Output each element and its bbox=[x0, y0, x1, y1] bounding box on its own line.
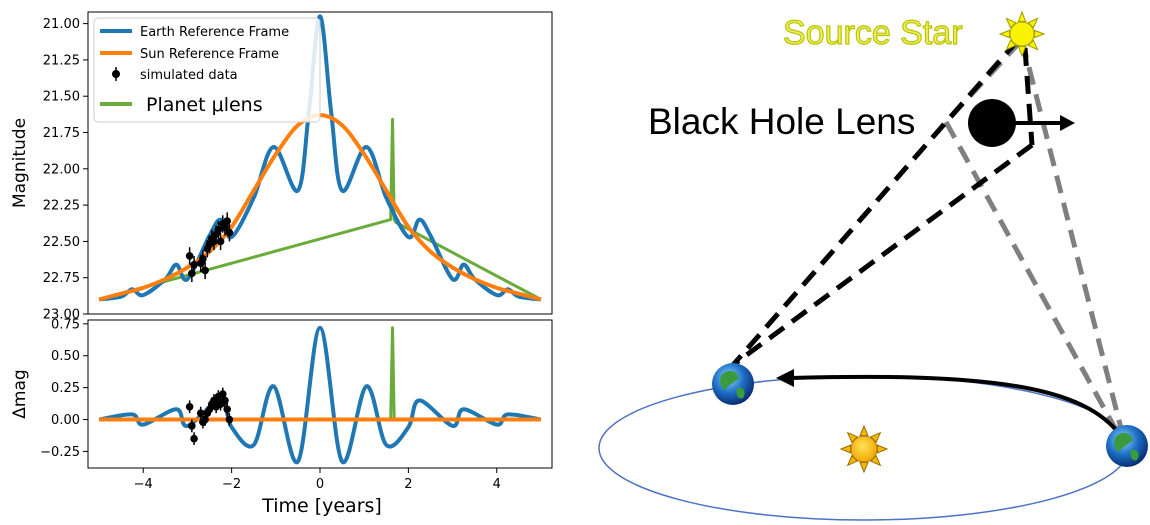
data-point bbox=[201, 266, 209, 275]
orbit-arrowhead bbox=[776, 369, 794, 387]
sun-frame-sightline bbox=[1019, 39, 1129, 449]
sun-frame-sightlines bbox=[943, 39, 1129, 450]
series-earth-reference-frame bbox=[98, 14, 542, 302]
delta-mag-axis-label: Δmag bbox=[10, 369, 30, 418]
magnitude-plot-frame bbox=[87, 11, 553, 315]
x-tick-label: 4 bbox=[493, 477, 501, 492]
y-tick-label: 23.00 bbox=[43, 308, 80, 323]
data-point bbox=[216, 237, 225, 246]
x-tick-label: 0 bbox=[316, 477, 324, 492]
earth-frame-sightline bbox=[731, 38, 1020, 367]
ray bbox=[839, 444, 851, 454]
y-tick-label: 0.75 bbox=[51, 317, 80, 332]
y-tick-label: 22.00 bbox=[43, 162, 80, 177]
magnitude-axis-label: Magnitude bbox=[10, 118, 30, 208]
y-tick-label: 21.25 bbox=[43, 53, 80, 68]
y-tick-label: 22.50 bbox=[43, 235, 80, 250]
series-earth-reference-frame bbox=[98, 325, 542, 465]
legend-label-planet: Planet μlens bbox=[146, 94, 263, 116]
series-simulated-data bbox=[185, 212, 234, 283]
ray bbox=[1034, 29, 1046, 39]
data-point bbox=[185, 252, 194, 260]
data-point bbox=[223, 405, 231, 414]
time-x-axis: −4 −2 0 2 4 bbox=[134, 468, 501, 492]
series-planet-lens bbox=[98, 117, 542, 301]
star-icon bbox=[998, 10, 1046, 58]
data-point bbox=[225, 415, 234, 424]
sun-icon bbox=[839, 424, 889, 474]
y-tick-label: 21.75 bbox=[43, 126, 80, 141]
sun-frame-sightline bbox=[943, 120, 1129, 450]
data-point bbox=[188, 422, 196, 430]
data-point bbox=[221, 396, 229, 405]
series-planet-lens bbox=[99, 326, 541, 421]
earth-frame-sightline bbox=[731, 142, 1034, 368]
x-tick-label: 2 bbox=[404, 477, 412, 492]
ray bbox=[1027, 17, 1039, 29]
lens-arrowhead bbox=[1060, 115, 1075, 131]
legend-box bbox=[93, 17, 321, 123]
ray bbox=[1005, 17, 1017, 29]
ray bbox=[859, 424, 869, 436]
y-tick-label: 0.00 bbox=[51, 413, 80, 428]
ray bbox=[1005, 39, 1017, 51]
ray bbox=[859, 462, 869, 474]
data-point bbox=[225, 228, 234, 237]
delta-mag-panel: −0.25 0.00 0.25 0.50 0.75 −4 −2 0 2 4 Δmag Time … bbox=[10, 317, 553, 517]
magnitude-panel: 21.00 21.25 21.50 21.75 22.00 22.25 22.50 22.75… bbox=[10, 11, 553, 323]
data-point bbox=[223, 217, 231, 225]
x-tick-label: −4 bbox=[134, 477, 153, 492]
y-tick-label: 0.50 bbox=[51, 349, 80, 364]
magnitude-y-axis: 21.00 21.25 21.50 21.75 22.00 22.25 22.50 22.75… bbox=[43, 17, 88, 323]
data-point bbox=[190, 434, 198, 443]
data-point bbox=[196, 409, 205, 417]
y-tick-label: 0.25 bbox=[51, 381, 80, 396]
ray bbox=[1027, 39, 1039, 51]
y-tick-label: 22.75 bbox=[43, 271, 80, 286]
delta-mag-y-axis: −0.25 0.00 0.25 0.50 0.75 bbox=[40, 317, 88, 460]
ray bbox=[877, 444, 889, 454]
orbit-motion-arrow bbox=[789, 374, 1126, 442]
ray bbox=[998, 29, 1010, 39]
legend: Earth Reference Frame Sun Reference Fram… bbox=[93, 17, 321, 123]
earth-frame-sightline bbox=[1022, 47, 1035, 146]
earth-icon bbox=[1106, 425, 1148, 467]
y-tick-label: 21.00 bbox=[43, 17, 80, 32]
data-point bbox=[185, 402, 194, 411]
earth-frame-sightlines bbox=[731, 38, 1035, 368]
data-point bbox=[190, 260, 198, 269]
black-hole-icon bbox=[968, 99, 1016, 147]
data-point bbox=[214, 225, 223, 234]
time-axis-label: Time [years] bbox=[261, 495, 382, 517]
legend-label-sun: Sun Reference Frame bbox=[140, 47, 279, 62]
source-star-label: Source Star bbox=[783, 14, 963, 52]
legend-swatch-data bbox=[112, 67, 120, 81]
delta-mag-series bbox=[98, 325, 542, 465]
legend-label-data: simulated data bbox=[140, 68, 238, 83]
ray bbox=[1017, 10, 1027, 22]
y-tick-label: 21.50 bbox=[43, 90, 80, 105]
y-tick-label: −0.25 bbox=[40, 445, 80, 460]
black-hole-lens-label: Black Hole Lens bbox=[648, 101, 915, 142]
y-tick-label: 22.25 bbox=[43, 199, 80, 214]
x-tick-label: −2 bbox=[222, 477, 241, 492]
series-simulated-data bbox=[185, 387, 234, 446]
data-point bbox=[199, 255, 207, 263]
legend-label-earth: Earth Reference Frame bbox=[140, 25, 289, 40]
series-sun-reference-frame bbox=[98, 113, 542, 302]
delta-mag-plot-frame bbox=[87, 319, 553, 469]
lensing-diagram: Source Star Black Hole Lens bbox=[598, 10, 1148, 521]
earth-icon bbox=[712, 363, 754, 405]
